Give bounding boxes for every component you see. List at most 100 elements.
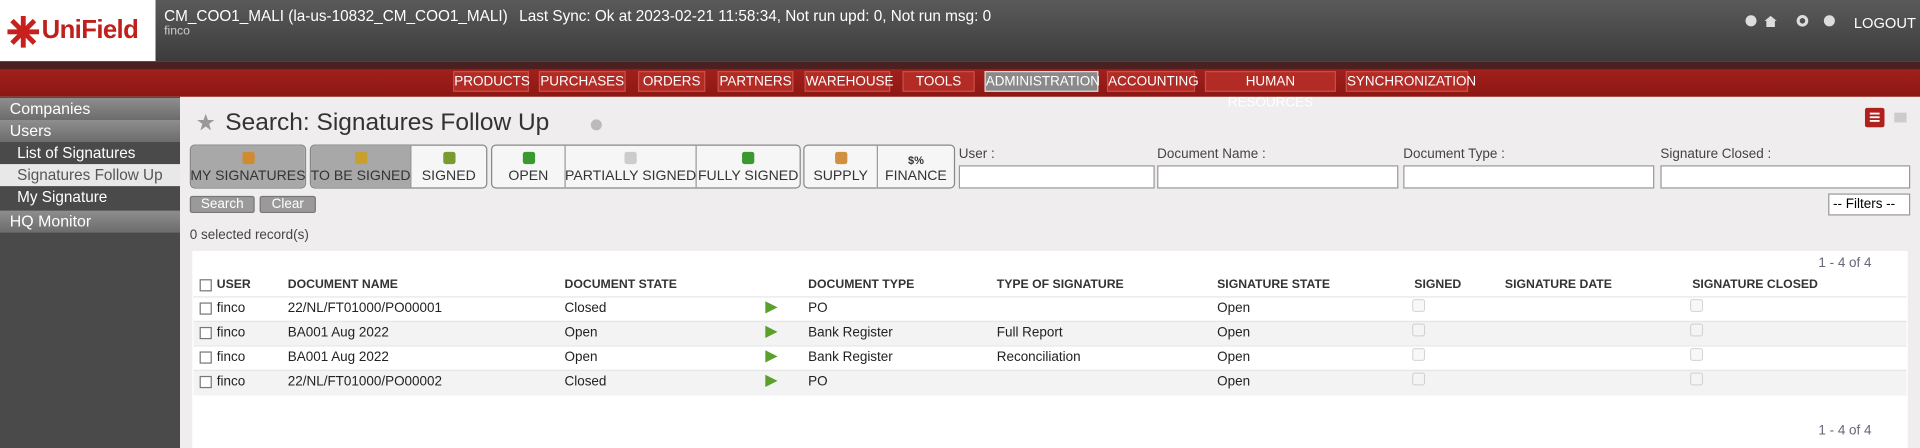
menu-item[interactable]: PARTNERS: [717, 71, 794, 92]
sidebar-link[interactable]: Signatures Follow Up: [0, 164, 181, 187]
menu-item[interactable]: PRODUCTS: [453, 71, 530, 92]
filter-button[interactable]: SUPPLY: [804, 145, 878, 188]
menu-item[interactable]: ACCOUNTING: [1106, 71, 1199, 92]
menu-item[interactable]: PURCHASES: [538, 71, 626, 92]
filter-icon: [834, 151, 847, 165]
cell: finco: [216, 325, 246, 341]
row-checkbox[interactable]: [199, 375, 212, 389]
filter-group: OPEN PARTIALLY SIGNED FULLY SIGNED: [491, 144, 801, 189]
filter-icon: $%: [907, 154, 924, 167]
row-checkbox[interactable]: [199, 302, 212, 315]
filter-icon: [354, 151, 367, 165]
open-arrow[interactable]: [765, 350, 778, 363]
field-input[interactable]: [1660, 165, 1911, 189]
signed-checkbox: [1412, 323, 1425, 337]
filter-label: SIGNED: [421, 168, 476, 184]
select-all[interactable]: [199, 279, 212, 292]
cell: Bank Register: [808, 350, 893, 365]
filter-button[interactable]: OPEN: [492, 145, 566, 188]
column-header[interactable]: TYPE OF SIGNATURE: [996, 277, 1124, 292]
table-row: [193, 320, 1907, 347]
sidebar-link[interactable]: My Signature: [17, 188, 108, 206]
column-header[interactable]: DOCUMENT NAME: [287, 277, 398, 292]
filter-button[interactable]: MY SIGNATURES: [190, 145, 306, 188]
filter-label: SUPPLY: [813, 168, 868, 184]
filter-label: OPEN: [508, 168, 549, 184]
cell: Open: [1217, 325, 1251, 341]
header-icons[interactable]: [1744, 13, 1842, 30]
column-header[interactable]: DOCUMENT STATE: [564, 277, 677, 292]
pager-top[interactable]: 1 - 4 of 4: [1818, 255, 1872, 271]
closed-checkbox: [1690, 323, 1703, 337]
open-arrow[interactable]: [765, 301, 778, 314]
open-arrow[interactable]: [765, 325, 778, 338]
logout[interactable]: LOGOUT: [1853, 14, 1916, 32]
favorite-star[interactable]: [197, 113, 215, 131]
table-row: [193, 296, 1907, 323]
menu-item[interactable]: SYNCHRONIZATION: [1345, 71, 1476, 92]
filter-button[interactable]: PARTIALLY SIGNED: [565, 145, 697, 188]
field-input[interactable]: [958, 165, 1155, 189]
closed-checkbox: [1690, 372, 1703, 386]
menu-item[interactable]: ORDERS: [637, 71, 706, 92]
field-input[interactable]: [1157, 165, 1399, 189]
logo-icon: [7, 15, 40, 48]
menu-item[interactable]: HUMAN RESOURCES: [1204, 71, 1336, 110]
help-icon[interactable]: [590, 119, 602, 131]
clear-button[interactable]: Clear: [259, 195, 316, 214]
cell: Open: [1217, 350, 1251, 365]
cell: BA001 Aug 2022: [287, 350, 389, 365]
sidebar-section[interactable]: Users: [0, 120, 181, 143]
menu-item[interactable]: ADMINISTRATION: [984, 71, 1100, 92]
sidebar-link[interactable]: List of Signatures: [17, 144, 136, 162]
filter-label: TO BE SIGNED: [310, 168, 411, 184]
filter-group: SUPPLY $% FINANCE: [803, 144, 956, 189]
filter-icon: [442, 151, 455, 165]
row-checkbox[interactable]: [199, 351, 212, 364]
cell: Full Report: [996, 325, 1063, 341]
cell: finco: [216, 301, 246, 316]
filter-icon: [241, 151, 255, 165]
sidebar-section[interactable]: Companies: [0, 97, 181, 121]
sidebar: [0, 96, 181, 448]
menu-item[interactable]: TOOLS: [902, 71, 975, 92]
filter-label: FINANCE: [885, 168, 947, 184]
signed-checkbox: [1412, 372, 1425, 386]
column-header[interactable]: SIGNATURE STATE: [1217, 277, 1331, 292]
search-button[interactable]: Search: [189, 195, 255, 214]
filter-button[interactable]: SIGNED: [411, 146, 486, 188]
cell: 22/NL/FT01000/PO00002: [287, 374, 443, 390]
field-label: User :: [958, 146, 995, 162]
column-header[interactable]: SIGNATURE CLOSED: [1692, 277, 1818, 292]
filter-button[interactable]: TO BE SIGNED: [310, 145, 412, 188]
selected-count: 0 selected record(s): [189, 227, 309, 243]
logo[interactable]: UniField: [0, 0, 156, 62]
column-header[interactable]: USER: [216, 277, 251, 292]
filter-button[interactable]: FULLY SIGNED: [697, 146, 800, 188]
cell: Bank Register: [808, 325, 893, 341]
view-switch[interactable]: [1864, 107, 1914, 128]
cell: Open: [1217, 301, 1251, 316]
filters-select[interactable]: -- Filters --: [1828, 193, 1911, 216]
filter-group: MY SIGNATURES: [189, 144, 307, 189]
open-arrow[interactable]: [765, 374, 778, 387]
top-bar: [0, 0, 1920, 62]
row-checkbox[interactable]: [199, 326, 212, 340]
filter-label: MY SIGNATURES: [190, 168, 306, 184]
menu-item[interactable]: WAREHOUSE: [804, 71, 894, 92]
field-input[interactable]: [1403, 165, 1655, 189]
column-header[interactable]: DOCUMENT TYPE: [808, 277, 915, 292]
cell: Closed: [564, 301, 607, 316]
column-header[interactable]: SIGNED: [1414, 277, 1462, 292]
signed-checkbox: [1412, 348, 1425, 361]
filter-button[interactable]: $% FINANCE: [878, 146, 954, 188]
cell: finco: [216, 350, 246, 365]
instance: CM_COO1_MALI (la-us-10832_CM_COO1_MALI): [164, 7, 508, 25]
sidebar-section[interactable]: HQ Monitor: [0, 210, 181, 233]
pager-bottom[interactable]: 1 - 4 of 4: [1818, 423, 1872, 439]
column-header[interactable]: SIGNATURE DATE: [1504, 277, 1612, 292]
field-label: Document Type :: [1403, 146, 1505, 162]
cell: Open: [564, 350, 598, 365]
cell: 22/NL/FT01000/PO00001: [287, 301, 443, 316]
